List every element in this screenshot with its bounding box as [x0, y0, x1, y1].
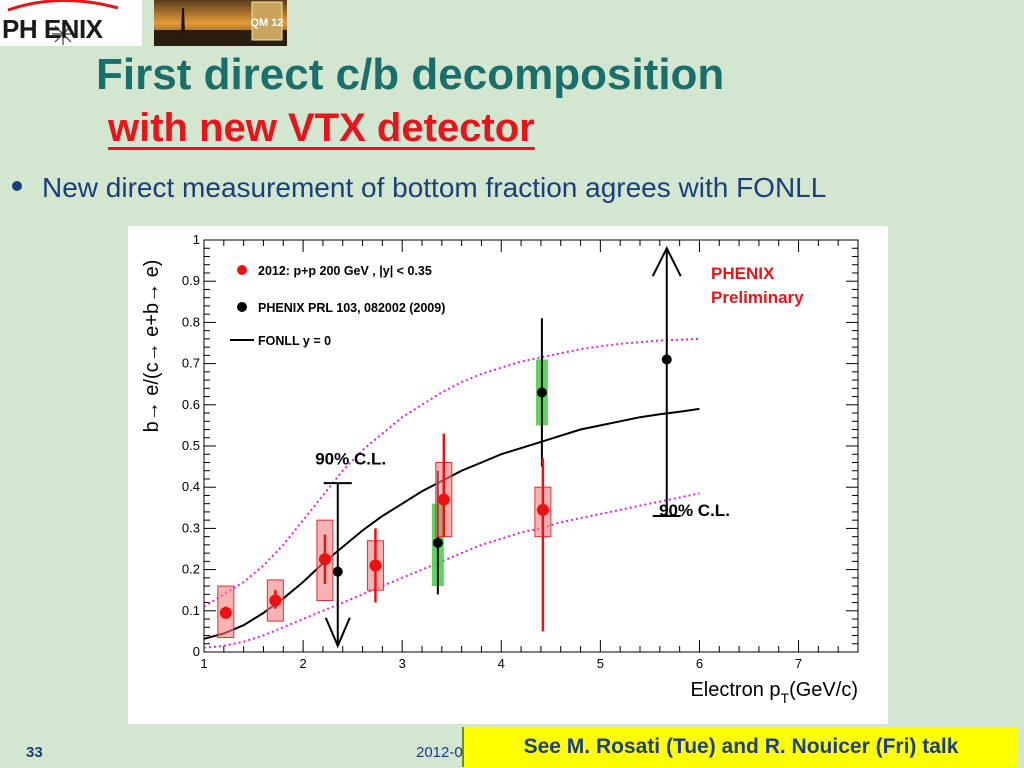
bullet-point: New direct measurement of bottom fractio…	[12, 172, 826, 204]
fonll-upper-bound	[203, 337, 700, 608]
run12-point	[369, 559, 382, 572]
y-tick-label: 0.6	[182, 397, 200, 412]
legend-marker	[237, 265, 247, 275]
y-tick-label: 0.1	[182, 603, 200, 618]
bullet-text: New direct measurement of bottom fractio…	[42, 172, 827, 203]
prl-series	[323, 246, 682, 649]
prl-down-arrow	[324, 617, 351, 649]
chart-axes: 1 2 3 4 5 6 7 0 0.1 0.2 0.3 0.4 0.5 0.6 0.7 0.8 0.9 1	[182, 232, 859, 671]
slide-subtitle: with new VTX detector	[108, 106, 535, 150]
run12-point	[269, 594, 282, 607]
run12-point	[219, 606, 232, 619]
cl-annotation: 90% C.L.	[659, 501, 730, 520]
legend-label: 2012: p+p 200 GeV , |y| < 0.35	[258, 264, 432, 278]
legend-label: FONLL y = 0	[258, 334, 331, 348]
bottom-fraction-chart: 1 2 3 4 5 6 7 0 0.1 0.2 0.3 0.4 0.5 0.6 0.7 0.8 0.9 1 201…	[141, 232, 859, 706]
y-tick-label: 0.4	[182, 479, 200, 494]
chart-legend: 2012: p+p 200 GeV , |y| < 0.35 PHENIX PRL…	[230, 264, 445, 348]
run12-point	[318, 553, 331, 566]
prl-point	[432, 537, 443, 548]
logo-text: PH ENIX	[2, 14, 103, 44]
legend-label: PHENIX PRL 103, 082002 (2009)	[258, 301, 445, 315]
preliminary-label: Preliminary	[711, 288, 804, 307]
y-tick-label: 0.8	[182, 314, 200, 329]
chart-labels: PHENIX Preliminary 90% C.L. 90% C.L. Electro…	[141, 260, 858, 706]
y-tick-label: 0	[193, 644, 200, 659]
x-tick-label: 4	[498, 656, 505, 671]
conference-photo: QM 12	[154, 0, 287, 46]
legend-marker	[237, 302, 247, 312]
y-tick-label: 0.9	[182, 273, 200, 288]
prl-up-arrow	[651, 246, 682, 277]
footer-date: 2012-0	[416, 744, 463, 761]
y-tick-label: 0.5	[182, 438, 200, 453]
fonll-uncertainty-band	[203, 337, 700, 649]
x-tick-label: 6	[696, 656, 703, 671]
run12-point	[437, 493, 450, 506]
x-tick-label: 2	[299, 656, 306, 671]
y-tick-label: 0.7	[182, 356, 200, 371]
fonll-lower-bound	[203, 492, 700, 649]
qm-badge: QM 12	[250, 17, 283, 29]
talk-reference-note: See M. Rosati (Tue) and R. Nouicer (Fri)…	[462, 727, 1018, 767]
x-tick-label: 3	[399, 656, 406, 671]
y-tick-label: 1	[193, 232, 200, 247]
slide-title: First direct c/b decomposition	[96, 50, 725, 99]
chart-panel: 1 2 3 4 5 6 7 0 0.1 0.2 0.3 0.4 0.5 0.6 0.7 0.8 0.9 1 201…	[128, 226, 888, 724]
prl-point	[661, 354, 672, 365]
y-tick-label: 0.2	[182, 562, 200, 577]
x-tick-label: 5	[597, 656, 604, 671]
x-tick-label: 7	[795, 656, 802, 671]
page-number: 33	[26, 744, 43, 761]
y-tick-label: 0.3	[182, 520, 200, 535]
bullet-dot	[12, 180, 22, 191]
prl-point	[536, 387, 547, 398]
cl-annotation: 90% C.L.	[315, 450, 386, 469]
series-2012	[217, 433, 552, 639]
y-axis-label: b→ e/(c→ e+b→ e)	[141, 260, 163, 433]
x-axis-label: Electron pT(GeV/c)	[690, 679, 858, 706]
phenix-logo: PH ENIX	[0, 0, 142, 46]
preliminary-label: PHENIX	[711, 264, 775, 283]
prl-point	[332, 566, 343, 577]
x-tick-label: 1	[200, 656, 207, 671]
run12-point	[536, 503, 549, 516]
logo-arc	[7, 0, 119, 45]
